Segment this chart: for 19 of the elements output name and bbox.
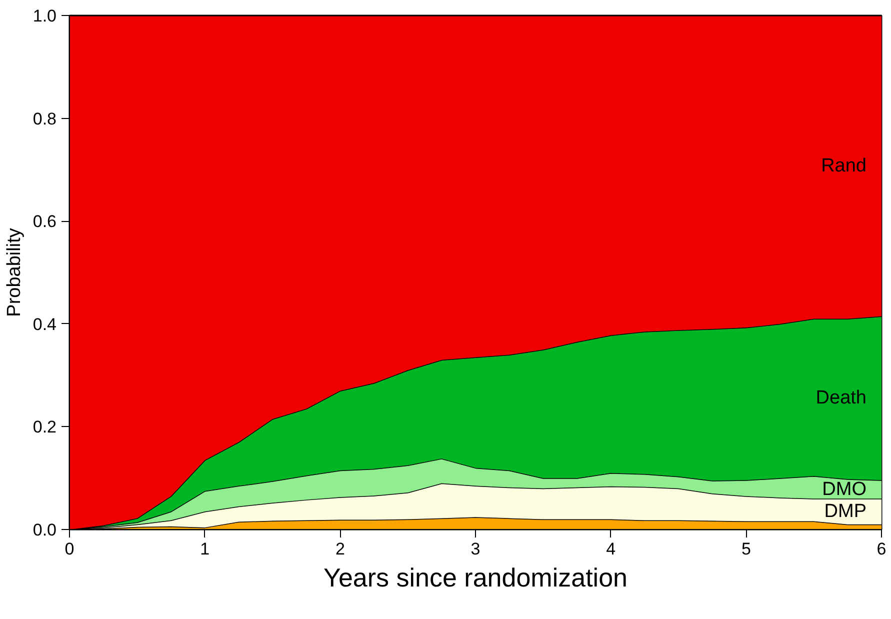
- series-label: DMO: [822, 478, 866, 500]
- series-label: Death: [816, 388, 866, 409]
- x-tick-label: 1: [200, 540, 210, 558]
- y-tick-label: 0.2: [32, 418, 57, 437]
- series-label: Rand: [821, 155, 866, 176]
- x-axis-title: Years since randomization: [324, 562, 628, 592]
- x-tick-label: 2: [335, 540, 345, 558]
- x-tick-label: 4: [606, 540, 616, 558]
- x-tick-label: 3: [470, 540, 480, 558]
- y-tick-label: 0.4: [32, 314, 57, 334]
- y-tick-label: 0.8: [32, 109, 57, 128]
- series-label: DMP: [824, 501, 867, 522]
- y-tick-label: 0.0: [32, 520, 57, 540]
- x-tick-label: 5: [741, 540, 751, 558]
- y-axis-title: Probability: [4, 228, 25, 317]
- y-tick-label: 1.0: [32, 6, 57, 26]
- y-tick-label: 0.6: [32, 212, 57, 232]
- x-tick-label: 6: [876, 540, 886, 558]
- x-tick-label: 0: [64, 540, 74, 558]
